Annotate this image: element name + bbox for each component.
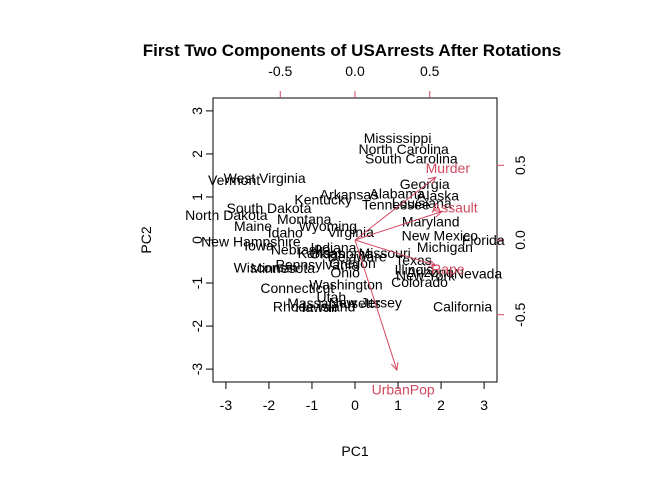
state-label: Illinois	[394, 262, 433, 278]
state-label: North Carolina	[358, 141, 448, 157]
top-axis: -0.5 0.0 0.5	[268, 63, 440, 98]
loading-arrowhead	[427, 176, 437, 185]
x-tick-label: -3	[220, 397, 233, 413]
state-label: California	[433, 299, 492, 315]
y-tick-label: -2	[189, 320, 205, 333]
loading-label: Murder	[426, 160, 471, 176]
y-tick-label: 3	[189, 107, 205, 115]
left-axis: -3 -2 -1 0 1 2 3	[189, 107, 213, 376]
state-label: Louisiana	[392, 195, 452, 211]
state-label: Georgia	[400, 176, 450, 192]
state-label: Maine	[234, 218, 272, 234]
y-tick-label: 1	[189, 193, 205, 201]
state-label: Rhode Island	[273, 298, 356, 314]
loading-arrowhead	[433, 210, 443, 218]
state-label: Alaska	[417, 188, 459, 204]
state-label: Wyoming	[299, 218, 357, 234]
top-tick-label: 0.5	[420, 63, 440, 79]
loading-arrow	[354, 239, 436, 266]
state-label: Wisconsin	[234, 260, 298, 276]
state-label: Virginia	[327, 224, 374, 240]
x-tick-label: -1	[306, 397, 319, 413]
right-axis: -0.5 0.0 0.5	[497, 155, 528, 327]
loading-arrowhead	[427, 259, 437, 268]
state-label: New Jersey	[329, 294, 402, 310]
loading-label: Assault	[432, 199, 478, 215]
state-label: South Dakota	[227, 200, 312, 216]
y-tick-label: -1	[189, 277, 205, 290]
state-label: Connecticut	[260, 280, 334, 296]
state-label: Alabama	[370, 186, 425, 202]
right-tick-label: 0.0	[512, 230, 528, 250]
state-label: Oklahoma	[309, 245, 373, 261]
x-tick-label: 0	[351, 397, 359, 413]
state-label: Maryland	[402, 213, 460, 229]
state-label: Nevada	[454, 266, 502, 282]
loading-arrow	[354, 211, 442, 241]
state-label: Arizona	[407, 264, 455, 280]
bottom-axis: -3 -2 -1 0 1 2 3	[220, 382, 488, 413]
state-label: Kentucky	[294, 192, 352, 208]
state-label: Michigan	[417, 239, 473, 255]
state-label: Minnesota	[250, 260, 315, 276]
state-label: Indiana	[311, 239, 357, 255]
state-label: South Carolina	[365, 151, 458, 167]
x-axis-label: PC1	[341, 443, 368, 459]
state-label: Iowa	[244, 238, 274, 254]
state-label: West Virginia	[224, 170, 306, 186]
state-label: New Hampshire	[201, 233, 301, 249]
loading-arrow	[354, 239, 398, 371]
state-label: Arkansas	[320, 186, 378, 202]
state-label: New Mexico	[402, 228, 478, 244]
loading-label: Rape	[431, 261, 465, 277]
state-label: New York	[396, 267, 456, 283]
state-label: Utah	[317, 289, 347, 305]
x-tick-label: 3	[480, 397, 488, 413]
state-label: Colorado	[391, 274, 448, 290]
loading-arrows: Murder Assault UrbanPop Rape	[354, 160, 478, 398]
state-label: Delaware	[328, 248, 387, 264]
state-label: Hawaii	[295, 299, 337, 315]
right-tick-label: 0.5	[512, 155, 528, 175]
state-label: Tennessee	[362, 196, 430, 212]
state-label: Nebraska	[271, 241, 331, 257]
loading-label: UrbanPop	[372, 382, 435, 398]
x-tick-label: 1	[394, 397, 402, 413]
loading-arrow	[354, 176, 437, 241]
state-label: Massachusetts	[287, 295, 380, 311]
top-tick-label: -0.5	[268, 63, 292, 79]
state-label: North Dakota	[185, 207, 268, 223]
top-tick-label: 0.0	[345, 63, 365, 79]
state-label: Missouri	[359, 245, 411, 261]
state-label: Mississippi	[364, 130, 432, 146]
y-tick-label: 2	[189, 150, 205, 158]
right-tick-label: -0.5	[512, 302, 528, 326]
state-label: Pennsylvania	[275, 257, 358, 273]
y-axis-label: PC2	[138, 226, 154, 253]
loading-arrowhead	[390, 362, 399, 372]
state-label: Montana	[277, 211, 332, 227]
state-label: Idaho	[268, 224, 303, 240]
state-label: Ohio	[330, 264, 360, 280]
chart-title: First Two Components of USArrests After …	[143, 41, 561, 60]
state-label: Kansas	[298, 245, 345, 261]
state-label: Florida	[462, 232, 505, 248]
y-tick-label: 0	[189, 236, 205, 244]
x-tick-label: -2	[263, 397, 276, 413]
state-label: Vermont	[208, 172, 260, 188]
state-label: Washington	[309, 276, 382, 292]
y-tick-label: -3	[189, 363, 205, 376]
x-tick-label: 2	[437, 397, 445, 413]
